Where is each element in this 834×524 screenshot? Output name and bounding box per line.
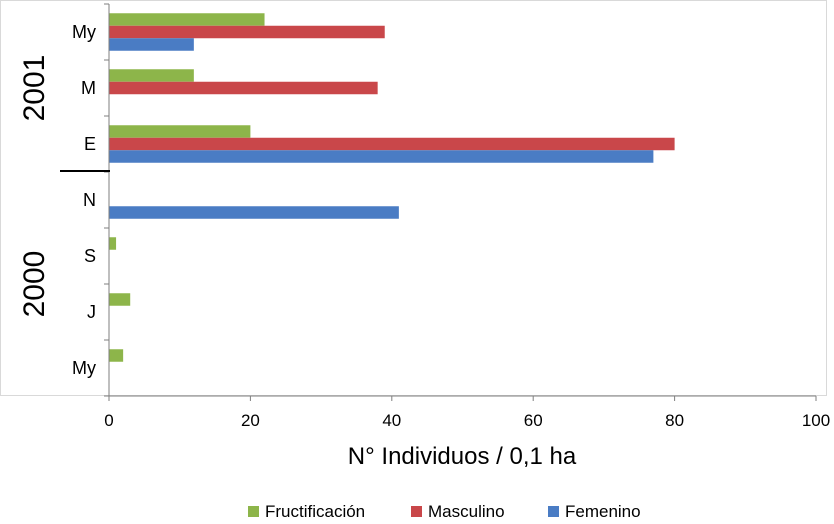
plot-frame (0, 0, 827, 396)
category-label-6: My (72, 358, 96, 378)
x-tick-label: 100 (802, 411, 830, 430)
year-label-2000: 2000 (18, 251, 51, 318)
x-ticks-layer: 0 20 40 60 80 100 (104, 396, 830, 430)
x-tick-label: 0 (104, 411, 113, 430)
legend-swatch-masculino (411, 506, 422, 517)
x-tick-label: 80 (665, 411, 684, 430)
x-axis-title: N° Individuos / 0,1 ha (348, 443, 577, 470)
bar-femenino-3 (109, 206, 399, 219)
x-tick-label: 40 (382, 411, 401, 430)
bar-masculino-0 (109, 25, 385, 39)
y-tick-marks (104, 3, 109, 397)
bar-fructificacion-0 (109, 13, 265, 26)
category-label-1: M (81, 78, 96, 98)
year-labels: 2001 2000 (18, 55, 51, 318)
bar-masculino-1 (109, 81, 378, 95)
legend-swatch-femenino (548, 506, 559, 517)
category-label-5: J (87, 302, 96, 322)
category-label-3: N (83, 190, 96, 210)
x-tick-label: 20 (241, 411, 260, 430)
bars-layer (109, 13, 675, 362)
year-label-2001: 2001 (18, 55, 51, 122)
category-label-0: My (72, 22, 96, 42)
x-tick-label: 60 (524, 411, 543, 430)
bar-masculino-2 (109, 137, 675, 151)
legend: Fructificación Masculino Femenino (248, 502, 641, 521)
bar-fructificacion-4 (109, 237, 117, 250)
legend-label-femenino: Femenino (565, 502, 641, 521)
bar-fructificacion-1 (109, 69, 194, 82)
bar-femenino-2 (109, 150, 654, 163)
legend-swatch-fructificacion (248, 506, 259, 517)
category-label-4: S (84, 246, 96, 266)
category-labels: My M E N S J My (72, 22, 96, 378)
category-label-2: E (84, 134, 96, 154)
bar-femenino-0 (109, 38, 194, 51)
bar-fructificacion-5 (109, 293, 131, 306)
legend-label-masculino: Masculino (428, 502, 505, 521)
legend-label-fructificacion: Fructificación (265, 502, 365, 521)
bar-fructificacion-6 (109, 349, 124, 362)
bar-fructificacion-2 (109, 125, 251, 138)
